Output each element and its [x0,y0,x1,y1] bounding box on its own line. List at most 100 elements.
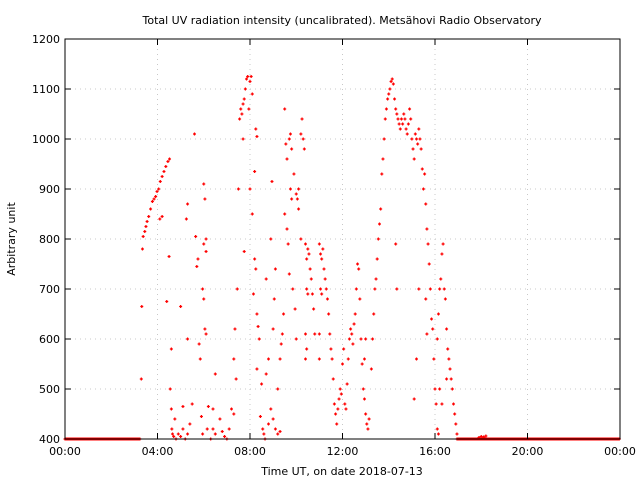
data-point [317,357,321,361]
data-point [330,357,334,361]
data-point [169,347,173,351]
data-point [203,197,207,201]
y-tick-label: 800 [39,233,60,246]
data-point [336,407,340,411]
data-point [213,432,217,436]
data-point [204,237,208,241]
data-point [284,142,288,146]
data-point [276,432,280,436]
grid [64,38,621,440]
data-point [270,180,274,183]
data-point [254,267,258,271]
data-point [181,427,185,431]
data-point [196,257,200,261]
data-point [253,170,257,173]
x-tick-label: 00:00 [604,445,636,458]
data-point [304,242,307,246]
data-point [376,237,380,241]
data-point [367,417,371,421]
x-tick-label: 00:00 [49,445,81,458]
data-point [278,430,282,433]
data-point [160,215,164,218]
data-point [382,137,386,141]
data-point [193,132,196,136]
data-point [393,97,397,101]
data-point [372,312,376,316]
data-point [436,312,440,316]
data-point [365,422,369,426]
data-point [450,387,454,391]
data-point [288,187,292,191]
data-point [388,87,392,91]
data-point [352,322,356,326]
data-point [255,367,259,371]
data-point [322,267,326,271]
data-point [243,87,247,91]
data-point [206,405,210,408]
data-point [319,287,323,291]
data-point [346,357,350,361]
data-point [194,235,198,238]
data-point [262,432,266,436]
data-point [449,377,453,381]
data-point [415,137,418,141]
data-point [438,387,442,391]
data-point [387,92,391,96]
data-point [158,217,162,221]
data-point [166,160,170,163]
chart-title: Total UV radiation intensity (uncalibrat… [142,14,542,27]
data-point [286,242,290,246]
data-point [305,287,309,291]
data-point [327,312,331,316]
data-point [232,412,236,416]
data-point [401,122,405,126]
data-point [190,402,194,406]
data-point [319,252,323,256]
data-point [445,327,449,331]
data-point [412,397,416,401]
data-point [307,252,311,256]
data-point [203,327,207,331]
data-point [164,165,168,168]
data-point [287,272,291,276]
data-point [145,220,149,223]
data-point [424,202,428,206]
data-point [140,305,144,308]
data-point [186,432,190,436]
data-point [172,435,176,438]
data-point [241,137,245,141]
data-point [236,187,240,191]
data-point [438,287,442,291]
data-point [251,292,255,296]
data-point [310,292,314,296]
data-point [440,402,444,406]
data-point [402,112,406,116]
data-point [199,415,203,418]
data-point [246,75,250,78]
data-point [390,77,394,81]
data-point [290,147,294,151]
data-point [141,235,145,238]
data-point [306,292,310,296]
y-tick-label: 900 [39,183,60,196]
data-point [452,402,455,406]
data-point [267,357,270,361]
data-point [213,372,217,376]
data-point [313,332,317,336]
data-point [351,342,355,346]
data-point [278,357,282,361]
data-point [154,195,158,198]
y-tick-label: 1000 [32,133,60,146]
data-point [317,332,321,336]
data-point [420,167,424,171]
data-point [364,412,368,416]
data-point [176,432,180,436]
data-point [309,277,313,281]
data-point [297,187,301,191]
data-point [445,377,449,381]
data-point [381,157,385,161]
data-point [406,122,410,126]
data-point [349,327,353,331]
data-point [269,237,273,241]
data-point [143,230,147,233]
